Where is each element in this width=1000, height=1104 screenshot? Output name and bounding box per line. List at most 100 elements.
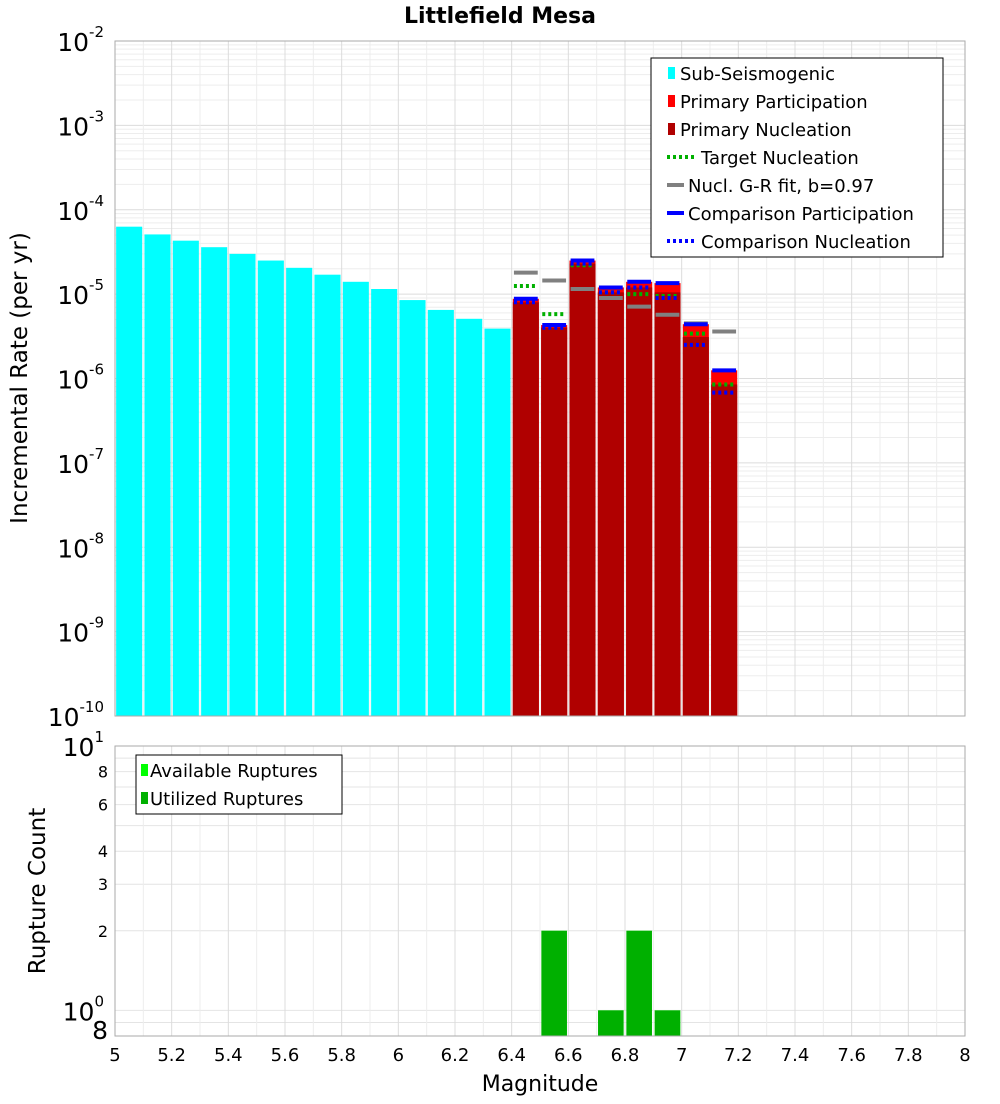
bar-sub-seismogenic <box>371 289 398 716</box>
bar-primary-nucleation <box>597 292 624 716</box>
y-decade-tick-label: 10-6 <box>57 361 104 395</box>
y-tick-base: 10 <box>57 450 89 479</box>
y-tick-base: 10 <box>57 28 89 57</box>
top-plot-step-lines <box>513 258 737 395</box>
y-decade-tick-label: 10-4 <box>57 192 104 226</box>
x-tick-label: 5.2 <box>157 1045 186 1066</box>
y-tick-exp: -2 <box>89 23 104 41</box>
y-tick-exp: -7 <box>89 445 104 463</box>
x-tick-label: 5.6 <box>271 1045 300 1066</box>
legend-swatch <box>668 67 675 79</box>
y-tick-base: 10 <box>63 997 95 1026</box>
y-tick-base: 10 <box>57 619 89 648</box>
x-tick-label: 7.2 <box>724 1045 753 1066</box>
y-tick-base: 10 <box>57 534 89 563</box>
x-tick-label: 7.4 <box>781 1045 810 1066</box>
legend-label: Available Ruptures <box>150 761 318 782</box>
x-tick-label: 7 <box>676 1045 687 1066</box>
bar-utilized-ruptures <box>654 1010 681 1036</box>
bar-primary-nucleation <box>654 292 681 716</box>
bottom-y-tick-label: 3 <box>98 875 108 894</box>
bottom-y-tick-label: 8 <box>98 763 108 782</box>
chart-title: Littlefield Mesa <box>404 4 596 29</box>
y-tick-exp: -4 <box>89 192 104 210</box>
bottom-y-axis-label: Rupture Count <box>25 808 51 974</box>
top-plot-bars <box>116 226 738 717</box>
bar-sub-seismogenic <box>286 267 313 716</box>
y-decade-tick-label: 10-9 <box>57 614 104 648</box>
legend-label: Sub-Seismogenic <box>680 64 835 85</box>
top-legend: Sub-Seismogenic Primary Participation Prim… <box>650 57 944 258</box>
y-decade-tick-label: 10-7 <box>57 445 104 479</box>
y-tick-exp: 0 <box>94 992 104 1010</box>
y-decade-tick-label: 10-8 <box>57 529 104 563</box>
y-tick-base: 10 <box>48 703 80 732</box>
x-tick-label: 6.6 <box>554 1045 583 1066</box>
x-tick-labels: 5 5.2 5.4 5.6 5.8 6 6.2 6.4 6.6 6.8 7 7.2 7.4 7.6 7.8 8 <box>109 1045 970 1066</box>
bar-utilized-ruptures <box>598 1010 624 1036</box>
legend-swatch <box>668 123 675 135</box>
legend-swatch <box>141 792 148 804</box>
bar-primary-nucleation <box>512 302 539 716</box>
bar-sub-seismogenic <box>144 234 171 716</box>
legend-label: Nucl. G-R fit, b=0.97 <box>688 176 874 197</box>
y-tick-exp: -6 <box>89 361 104 379</box>
y-tick-base: 10 <box>57 112 89 141</box>
y-decade-tick-label: 10-3 <box>57 107 104 141</box>
bar-primary-nucleation <box>682 337 709 716</box>
legend-label: Comparison Participation <box>688 204 914 225</box>
x-tick-label: 6.8 <box>611 1045 640 1066</box>
bottom-y-tick-label: 6 <box>98 796 108 815</box>
bottom-y-tick-label: 4 <box>98 842 108 861</box>
y-decade-tick-label: 10-10 <box>48 698 104 732</box>
bar-utilized-ruptures <box>541 930 567 1036</box>
y-tick-exp: -5 <box>89 276 104 294</box>
bottom-legend: Available Ruptures Utilized Ruptures <box>135 754 343 815</box>
x-tick-label: 6.2 <box>441 1045 470 1066</box>
bar-primary-nucleation <box>626 287 653 716</box>
x-axis-label: Magnitude <box>482 1072 599 1097</box>
legend-label: Comparison Nucleation <box>701 232 911 253</box>
bar-sub-seismogenic <box>427 309 454 716</box>
bottom-plot-frame <box>114 745 966 1037</box>
bar-sub-seismogenic <box>257 260 284 716</box>
bar-sub-seismogenic <box>314 274 341 716</box>
bar-sub-seismogenic <box>201 247 228 716</box>
bar-utilized-ruptures <box>626 930 652 1036</box>
bar-sub-seismogenic <box>399 300 426 716</box>
bar-sub-seismogenic <box>116 226 143 716</box>
legend-label: Target Nucleation <box>700 148 859 169</box>
bottom-y-decade-tick-label: 101 <box>63 728 104 762</box>
x-tick-label: 5.4 <box>214 1045 243 1066</box>
y-tick-base: 10 <box>57 366 89 395</box>
legend-swatch <box>141 764 148 776</box>
y-tick-base: 10 <box>63 733 95 762</box>
x-tick-label: 6.4 <box>497 1045 526 1066</box>
legend-label: Primary Nucleation <box>680 120 852 141</box>
bottom-legend-box <box>135 754 343 815</box>
y-tick-exp: 1 <box>94 728 104 746</box>
bar-primary-nucleation <box>711 384 738 716</box>
y-decade-tick-label: 10-5 <box>57 276 104 310</box>
y-tick-exp: -3 <box>89 107 104 125</box>
bottom-y-decade-tick-label: 100 <box>63 992 104 1026</box>
legend-label: Primary Participation <box>680 92 868 113</box>
bar-sub-seismogenic <box>229 253 256 716</box>
y-tick-base: 10 <box>57 197 89 226</box>
bar-sub-seismogenic <box>342 281 369 716</box>
bar-sub-seismogenic <box>456 318 483 716</box>
bottom-plot-bars <box>541 930 681 1036</box>
bar-sub-seismogenic <box>172 240 199 717</box>
y-tick-exp: -10 <box>80 698 105 716</box>
x-tick-label: 5.8 <box>327 1045 356 1066</box>
bottom-y-tick-label: 2 <box>98 922 108 941</box>
y-tick-exp: -8 <box>89 529 104 547</box>
x-tick-label: 6 <box>393 1045 404 1066</box>
top-plot-grid <box>114 41 966 717</box>
top-y-axis-label: Incremental Rate (per yr) <box>7 232 33 524</box>
bar-primary-nucleation <box>541 327 568 716</box>
legend-label: Utilized Ruptures <box>150 789 303 810</box>
bar-sub-seismogenic <box>484 328 511 716</box>
y-decade-tick-label: 10-2 <box>57 23 104 57</box>
